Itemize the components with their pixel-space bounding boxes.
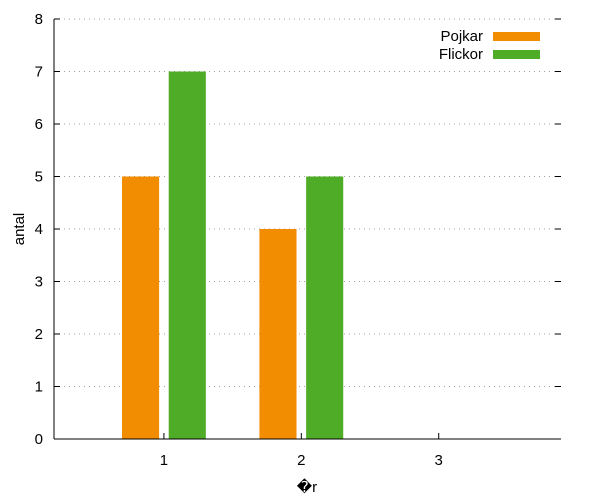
x-tick-labels: 1 2 3 (160, 433, 443, 469)
bar-flickor-2 (306, 176, 344, 439)
y-axis-label: antal (11, 213, 28, 246)
x-axis-label: �r (297, 478, 317, 496)
x-tick-label-2: 2 (297, 452, 305, 469)
legend-label-pojkar: Pojkar (440, 28, 483, 45)
y-tick-labels: 0 1 2 3 4 5 6 7 8 (35, 11, 561, 448)
y-tick-label-0: 0 (35, 431, 43, 448)
x-tick-label-1: 1 (160, 452, 168, 469)
y-tick-label-6: 6 (35, 116, 43, 133)
bar-pojkar-1 (122, 176, 160, 439)
y-tick-label-3: 3 (35, 274, 43, 291)
legend-swatch-pojkar (493, 32, 540, 41)
y-tick-label-7: 7 (35, 64, 43, 81)
x-tick-label-3: 3 (435, 452, 443, 469)
legend-label-flickor: Flickor (439, 46, 483, 63)
bars (122, 71, 344, 439)
legend-swatch-flickor (493, 50, 540, 59)
y-tick-label-4: 4 (35, 221, 43, 238)
y-tick-label-2: 2 (35, 326, 43, 343)
y-tick-label-5: 5 (35, 169, 43, 186)
y-tick-label-8: 8 (35, 11, 43, 28)
bar-pojkar-2 (259, 229, 297, 439)
bar-flickor-1 (168, 71, 206, 439)
y-tick-label-1: 1 (35, 379, 43, 396)
